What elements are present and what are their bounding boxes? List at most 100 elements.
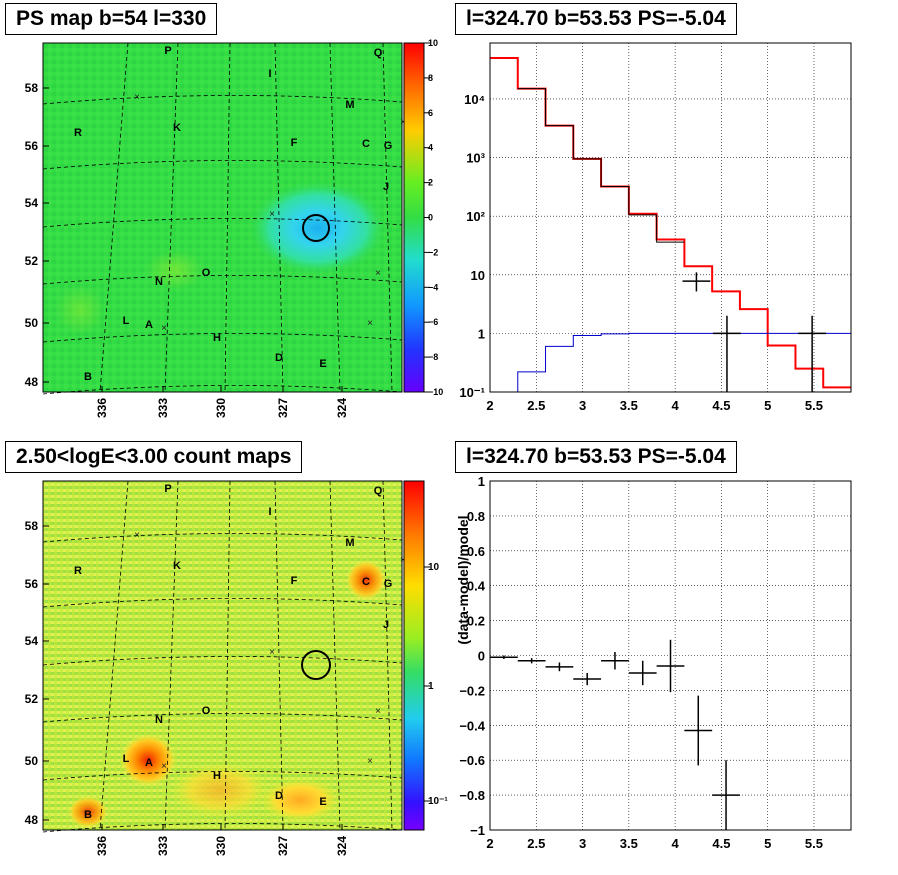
source-label: M — [345, 537, 354, 549]
source-label: D — [275, 352, 283, 364]
colorbar-tick-label: −2 — [428, 247, 438, 257]
ps-map-target-circle — [302, 214, 330, 242]
ps-map-x-axis: 336 333 330 327 324 — [95, 386, 349, 418]
longitude-gridline — [329, 42, 341, 393]
x-tick-label: 333 — [156, 836, 170, 856]
spectrum-step-series — [490, 56, 851, 389]
source-marker: × — [400, 555, 406, 566]
source-label: A — [145, 319, 153, 331]
y-tick-label: 10⁴ — [464, 92, 485, 107]
count-map-warm-region — [260, 778, 340, 822]
colorbar-tick-label: −8 — [428, 352, 438, 362]
source-label: A — [145, 757, 153, 769]
count-map-warm-region — [170, 762, 270, 818]
colorbar-tick-label: 1 — [428, 681, 434, 692]
source-label: Q — [374, 47, 383, 59]
source-label: F — [291, 137, 298, 149]
source-marker: × — [375, 706, 381, 717]
y-tick-label: 58 — [25, 519, 39, 533]
y-tick-label: 10⁻¹ — [459, 385, 485, 400]
x-tick-label: 5 — [764, 836, 771, 851]
y-tick-label: 54 — [25, 634, 39, 648]
source-label: B — [84, 809, 92, 821]
x-tick-label: 3.5 — [620, 398, 638, 413]
source-label: H — [213, 770, 221, 782]
y-tick-label: −1 — [470, 823, 485, 838]
longitude-gridline — [274, 480, 284, 831]
spectrum-title: l=324.70 b=53.53 PS=-5.04 — [455, 3, 737, 35]
count-map-title: 2.50<logE<3.00 count maps — [5, 441, 303, 473]
source-label: N — [155, 276, 163, 288]
longitude-gridline — [164, 42, 179, 393]
source-label: L — [123, 315, 130, 327]
y-tick-label: 1 — [478, 326, 485, 341]
longitude-gridline — [382, 480, 393, 831]
y-tick-label: 48 — [25, 375, 39, 389]
source-label: K — [173, 560, 181, 572]
colorbar-tick-label: 0 — [428, 213, 433, 223]
y-tick-label: −0.4 — [459, 718, 485, 733]
y-tick-label: −0.8 — [459, 788, 485, 803]
spectrum-grid — [489, 43, 851, 393]
count-map-target-circle — [301, 650, 331, 680]
x-tick-label: 5.5 — [805, 398, 823, 413]
spectrum-panel: 2 2.5 3 3.5 4 4.5 5 5.5 10⁻¹ 1 10 10² 10³ 10⁴ — [459, 42, 852, 413]
source-label: G — [384, 140, 393, 152]
spectrum-step-series — [490, 332, 851, 393]
residual-axes: 2 2.5 3 3.5 4 4.5 5 5.5 −1 −0.8 −0.6 −0.4 −0.2 0 0.2 0.… — [459, 474, 823, 851]
count-map-frame — [42, 480, 403, 831]
x-tick-label: 2 — [486, 398, 493, 413]
source-label: K — [173, 122, 181, 134]
source-marker: × — [269, 647, 275, 658]
x-tick-label: 2 — [486, 836, 493, 851]
spectrum-series — [490, 56, 851, 393]
source-label: C — [362, 138, 370, 150]
y-tick-label: 10 — [471, 268, 485, 283]
colorbar-tick-label: −4 — [428, 282, 438, 292]
y-tick-label: −0.2 — [459, 683, 485, 698]
source-label: R — [74, 565, 82, 577]
x-tick-label: 336 — [95, 398, 109, 418]
longitude-gridline — [224, 42, 231, 393]
x-tick-label: 5 — [764, 398, 771, 413]
colorbar-tick-label: 2 — [428, 178, 433, 188]
source-label: M — [345, 99, 354, 111]
source-label: C — [362, 576, 370, 588]
source-label: J — [383, 181, 389, 193]
longitude-gridline — [224, 480, 231, 831]
x-tick-label: 324 — [335, 398, 349, 418]
source-label: R — [74, 127, 82, 139]
source-marker: × — [367, 756, 373, 767]
ps-map-y-axis: 58 56 54 52 50 48 — [25, 81, 49, 389]
source-label: E — [319, 358, 326, 370]
source-label: B — [84, 371, 92, 383]
source-label: P — [164, 45, 171, 57]
source-marker: × — [161, 761, 167, 772]
x-tick-label: 336 — [95, 836, 109, 856]
y-tick-label: 0.2 — [467, 614, 485, 629]
ps-map-coordinate-grid — [42, 42, 403, 395]
count-map-colorbar — [403, 480, 425, 831]
source-label: N — [155, 714, 163, 726]
x-tick-label: 2.5 — [527, 398, 545, 413]
source-marker: × — [161, 323, 167, 334]
source-label: F — [291, 575, 298, 587]
ps-map-frame — [42, 42, 403, 393]
x-tick-label: 324 — [335, 836, 349, 856]
source-marker: × — [367, 318, 373, 329]
longitude-gridline — [99, 480, 129, 831]
residual-panel: 2 2.5 3 3.5 4 4.5 5 5.5 −1 −0.8 −0.6 −0.4 −0.2 0 0.2 0.… — [455, 474, 852, 851]
source-label: D — [275, 790, 283, 802]
y-tick-label: 10³ — [466, 151, 485, 166]
y-tick-label: 0.8 — [467, 509, 485, 524]
longitude-gridline — [382, 42, 393, 393]
x-tick-label: 330 — [214, 836, 228, 856]
residual-frame — [489, 480, 852, 831]
source-marker: × — [134, 530, 140, 541]
x-tick-label: 330 — [214, 398, 228, 418]
y-tick-label: 56 — [25, 139, 39, 153]
colorbar-tick-label: 10 — [428, 562, 440, 573]
x-tick-label: 2.5 — [527, 836, 545, 851]
colorbar-tick-label: 10⁻¹ — [428, 796, 448, 807]
count-map-panel: P Q I M R K C G F J O N L A H D E B × × × × × × 58 56 54 52 50 48 33… — [25, 480, 448, 856]
